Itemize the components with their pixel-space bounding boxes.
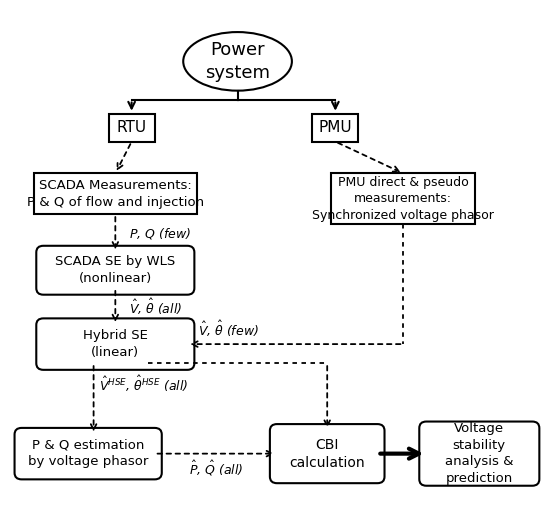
Text: PMU direct & pseudo
measurements:
Synchronized voltage phasor: PMU direct & pseudo measurements: Synchr… — [312, 176, 494, 222]
FancyBboxPatch shape — [36, 318, 194, 370]
Text: Hybrid SE
(linear): Hybrid SE (linear) — [83, 330, 148, 359]
FancyBboxPatch shape — [419, 422, 540, 486]
Text: Voltage
stability
analysis &
prediction: Voltage stability analysis & prediction — [445, 422, 514, 485]
Text: $\hat{V}$, $\hat{\theta}$ (all): $\hat{V}$, $\hat{\theta}$ (all) — [129, 297, 182, 317]
Ellipse shape — [183, 32, 292, 91]
FancyBboxPatch shape — [270, 424, 384, 483]
FancyBboxPatch shape — [108, 114, 155, 142]
Text: CBI
calculation: CBI calculation — [289, 438, 365, 470]
Text: $\hat{V}^{HSE}$, $\hat{\theta}^{HSE}$ (all): $\hat{V}^{HSE}$, $\hat{\theta}^{HSE}$ (a… — [99, 373, 189, 393]
Text: $\hat{V}$, $\hat{\theta}$ (few): $\hat{V}$, $\hat{\theta}$ (few) — [198, 319, 259, 339]
Text: RTU: RTU — [117, 120, 147, 135]
FancyBboxPatch shape — [312, 114, 359, 142]
FancyBboxPatch shape — [331, 174, 475, 225]
FancyBboxPatch shape — [36, 246, 194, 295]
Text: SCADA Measurements:
P & Q of flow and injection: SCADA Measurements: P & Q of flow and in… — [27, 179, 204, 209]
Text: Power
system: Power system — [205, 41, 270, 82]
Text: $\hat{P}$, $\hat{Q}$ (all): $\hat{P}$, $\hat{Q}$ (all) — [189, 459, 243, 478]
FancyBboxPatch shape — [34, 174, 197, 214]
FancyBboxPatch shape — [14, 428, 162, 479]
Text: $P$, $Q$ (few): $P$, $Q$ (few) — [129, 226, 191, 241]
Text: SCADA SE by WLS
(nonlinear): SCADA SE by WLS (nonlinear) — [55, 255, 175, 285]
Text: P & Q estimation
by voltage phasor: P & Q estimation by voltage phasor — [28, 439, 148, 468]
Text: PMU: PMU — [318, 120, 352, 135]
